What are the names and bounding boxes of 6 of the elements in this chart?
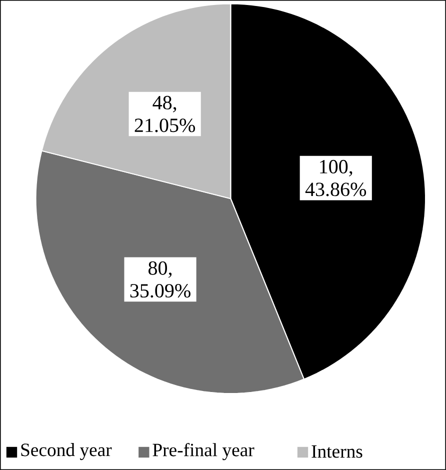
data-label: 80, 35.09% <box>130 261 190 298</box>
legend-label: Interns <box>312 445 362 458</box>
legend-label: Second year <box>21 443 112 460</box>
data-label: 48, 21.05% <box>134 96 196 132</box>
data-label: 100, 43.86% <box>305 160 366 196</box>
legend-label: Pre-final year <box>152 442 254 460</box>
